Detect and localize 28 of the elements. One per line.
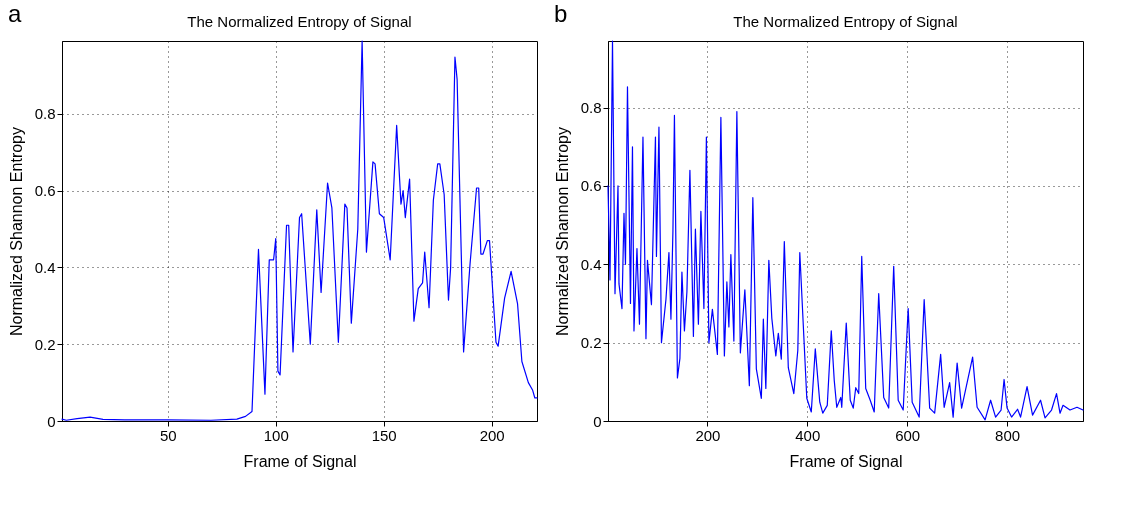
y-tick-label: 0.6: [34, 182, 56, 200]
y-axis-title: Normalized Shannon Entropy: [553, 126, 571, 337]
y-tick-label: 0.6: [580, 177, 602, 195]
y-tick-label: 0.4: [580, 255, 602, 273]
x-tick-label: 150: [371, 426, 397, 444]
y-tick-label: 0: [593, 412, 602, 430]
x-tick-label: 200: [695, 426, 721, 444]
x-tick-label: 600: [895, 426, 921, 444]
x-tick-label: 800: [995, 426, 1021, 444]
x-tick-label: 400: [795, 426, 821, 444]
line-series: [607, 40, 1084, 421]
x-axis-title: Frame of Signal: [243, 452, 357, 470]
y-tick-label: 0.8: [580, 99, 602, 117]
x-tick-label: 50: [159, 426, 177, 444]
line-series: [61, 40, 538, 421]
text: a: [8, 0, 22, 28]
x-axis-title: Frame of Signal: [789, 452, 903, 470]
text: b: [554, 0, 568, 28]
x-tick-label: 100: [263, 426, 289, 444]
y-axis-title: Normalized Shannon Entropy: [7, 126, 25, 337]
y-tick-label: 0: [47, 412, 56, 430]
y-tick-label: 0.4: [34, 258, 56, 276]
chart-title: The Normalized Entropy of Signal: [187, 13, 412, 31]
x-tick-label: 200: [479, 426, 505, 444]
y-tick-label: 0.2: [580, 334, 602, 352]
chart-title: The Normalized Entropy of Signal: [733, 13, 958, 31]
y-tick-label: 0.2: [34, 335, 56, 353]
y-tick-label: 0.8: [34, 105, 56, 123]
